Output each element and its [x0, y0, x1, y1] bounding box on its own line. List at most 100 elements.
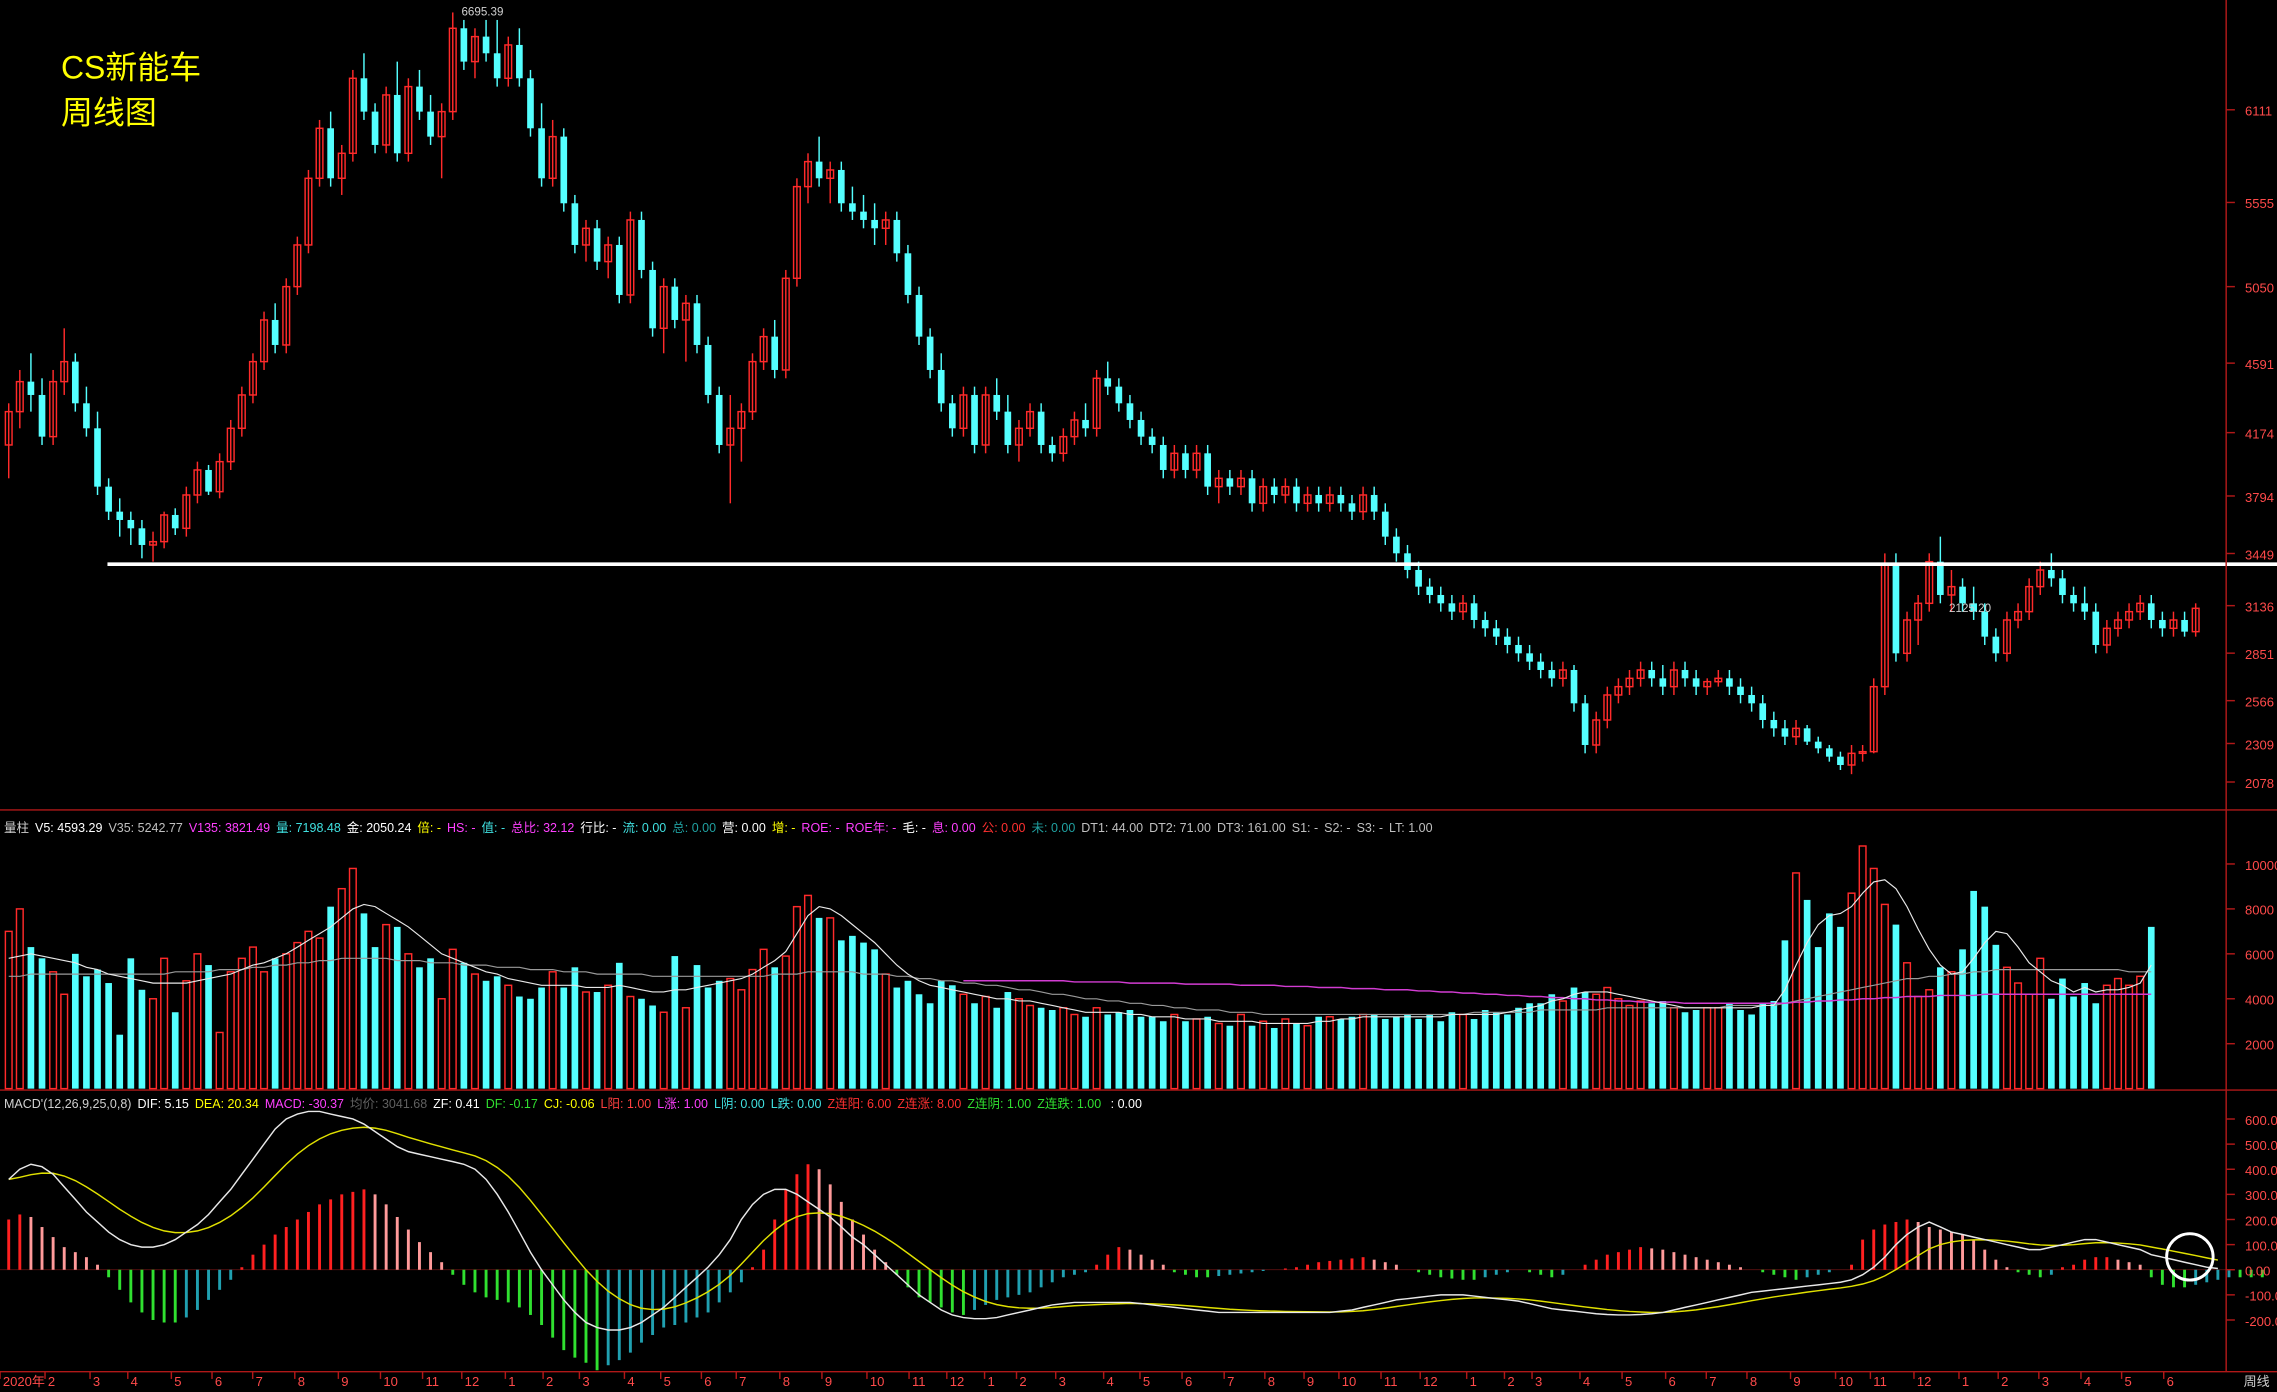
time-tick-label: 11	[1384, 1374, 1398, 1389]
candle-body	[2113, 619, 2123, 630]
volume-bar	[860, 942, 867, 1089]
info-item: Z连阴: 1.00	[967, 1097, 1032, 1111]
volume-bar	[815, 917, 823, 1089]
volume-bar	[382, 923, 391, 1090]
candle-body	[1448, 603, 1456, 612]
time-tick-label: 7	[1709, 1374, 1716, 1389]
candle-body	[2125, 610, 2134, 621]
time-tick-label: 3	[582, 1374, 589, 1389]
candle-body	[460, 28, 468, 62]
volume-bar	[638, 998, 645, 1089]
volume-bar	[693, 965, 701, 1089]
volume-bar	[1548, 994, 1556, 1089]
volume-bar	[849, 935, 856, 1089]
candle-body	[1947, 585, 1956, 596]
period-label: 周线	[2244, 1374, 2270, 1389]
price-tick-label: 3136	[2245, 599, 2274, 614]
candle-body	[516, 44, 523, 79]
volume-bar	[2081, 983, 2088, 1089]
candle-body	[1504, 636, 1511, 645]
time-tick-label: 8	[1750, 1374, 1757, 1389]
volume-bar	[659, 1011, 668, 1090]
time-tick-label: 2	[48, 1374, 55, 1389]
candle-body	[1204, 453, 1211, 487]
volume-bar	[38, 958, 46, 1089]
volume-bar	[171, 1012, 179, 1089]
time-tick-label: 5	[2125, 1374, 2132, 1389]
candle-body	[2159, 619, 2166, 629]
volume-bar	[1148, 1016, 1156, 1089]
candle-body	[1992, 636, 2000, 654]
volume-bar	[2059, 978, 2066, 1089]
candle-body	[348, 77, 357, 155]
candle-body	[926, 336, 934, 370]
macd-tick-label: -100.00	[2245, 1289, 2277, 1304]
volume-bar	[2102, 984, 2111, 1090]
extreme-label: 2125.20	[1949, 602, 1991, 615]
candle-body	[470, 35, 480, 63]
time-tick-label: 3	[1535, 1374, 1542, 1389]
candle-body	[2002, 619, 2012, 655]
time-tick-label: 5	[174, 1374, 181, 1389]
volume-bar	[1259, 1020, 1268, 1090]
volume-bar	[1170, 1013, 1179, 1090]
volume-bar	[726, 977, 735, 1090]
candle-body	[1470, 603, 1478, 620]
candle-body	[1791, 727, 1801, 738]
volume-bar	[1669, 1007, 1678, 1090]
candle-body	[1581, 703, 1589, 745]
info-item: S1: -	[1291, 821, 1319, 835]
volume-bar	[1814, 947, 1822, 1089]
extreme-label: 6695.39	[461, 5, 503, 18]
volume-bar	[581, 991, 591, 1090]
candle-body	[849, 203, 856, 212]
volume-bar	[1426, 1014, 1434, 1089]
candle-body	[860, 211, 867, 220]
macd-tick-label: 500.00	[2245, 1138, 2277, 1153]
volume-bar	[327, 906, 334, 1089]
candle-body	[1737, 686, 1744, 695]
info-item: L涨: 1.00	[657, 1097, 708, 1111]
info-item: 毛: -	[902, 821, 926, 835]
candle-body	[1681, 669, 1689, 679]
volume-bar	[259, 971, 269, 1090]
volume-bar	[1404, 1014, 1411, 1089]
volume-bar	[182, 980, 191, 1090]
info-item: LT: 1.00	[1388, 821, 1433, 835]
candle-body	[1592, 719, 1601, 746]
time-tick-label: 12	[465, 1374, 480, 1389]
candle-body	[1759, 703, 1767, 720]
candle-body	[182, 494, 191, 530]
time-tick-label: 2	[1019, 1374, 1026, 1389]
time-tick-label: 7	[1227, 1374, 1234, 1389]
volume-bar	[893, 987, 901, 1089]
volume-bar	[2125, 984, 2134, 1090]
candle-body	[1847, 752, 1856, 766]
time-tick-label: 9	[341, 1374, 348, 1389]
candle-body	[1748, 694, 1755, 704]
volume-bar	[315, 937, 324, 1090]
info-item: ROE: -	[801, 821, 840, 835]
volume-bar	[1204, 1016, 1211, 1089]
volume-bar	[837, 940, 845, 1089]
candle-body	[1803, 728, 1811, 742]
time-tick-label: 10	[1838, 1374, 1853, 1389]
info-item: 总比: 32.12	[511, 821, 575, 835]
info-item: 公: 0.00	[981, 821, 1026, 835]
candle-body	[959, 394, 968, 430]
macd-tick-label: 0.00	[2245, 1264, 2270, 1279]
volume-bar	[948, 985, 956, 1089]
price-panel: 6695.39 2125.20	[4, 5, 2277, 775]
candle-body	[1104, 378, 1112, 387]
volume-bar	[1381, 1018, 1389, 1089]
price-tick-label: 3449	[2245, 547, 2274, 562]
candle-body	[360, 78, 368, 112]
candle-body	[205, 469, 212, 492]
candle-body	[704, 344, 712, 395]
candle-body	[1492, 628, 1500, 637]
volume-bar	[1448, 1012, 1456, 1089]
candle-body	[1092, 377, 1101, 430]
time-tick-label: 4	[2084, 1374, 2091, 1389]
volume-bar	[1692, 1009, 1700, 1089]
candle-body	[327, 128, 334, 179]
